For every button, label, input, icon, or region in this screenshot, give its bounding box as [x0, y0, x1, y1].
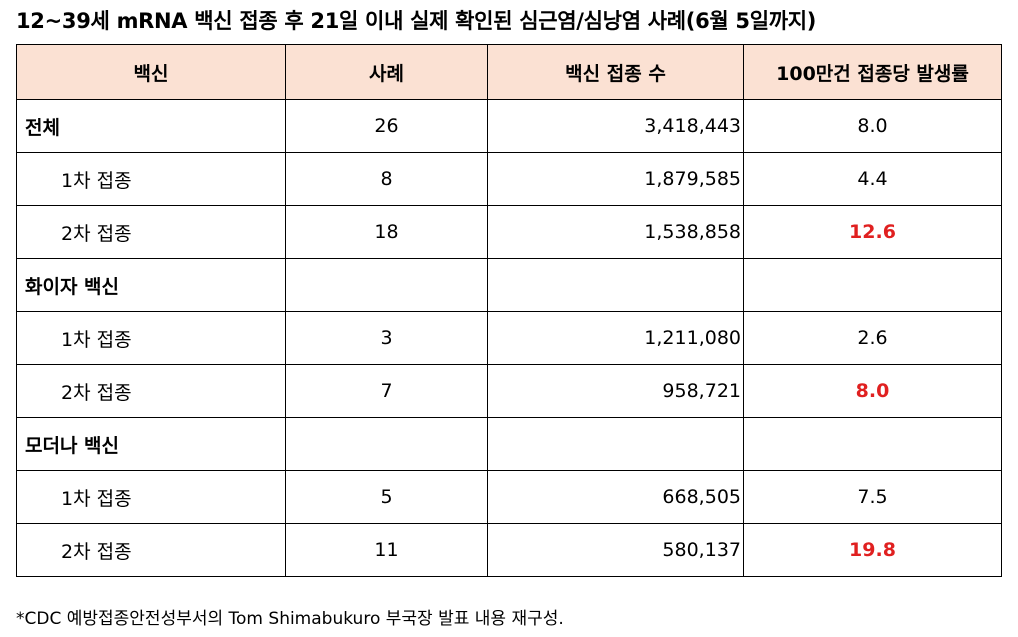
row-label: 전체 — [16, 99, 286, 153]
rate-cell-highlighted: 12.6 — [743, 205, 1002, 259]
cases-cell: 8 — [285, 152, 488, 206]
rate-cell — [743, 417, 1002, 471]
row-label: 2차 접종 — [16, 205, 286, 259]
doses-cell — [487, 258, 744, 312]
cases-cell: 18 — [285, 205, 488, 259]
page-title: 12~39세 mRNA 백신 접종 후 21일 이내 실제 확인된 심근염/심낭… — [16, 9, 817, 33]
cases-cell: 7 — [285, 364, 488, 418]
table-row: 2차 접종 18 1,538,858 12.6 — [16, 205, 1002, 259]
table-row: 화이자 백신 — [16, 258, 1002, 312]
rate-cell-highlighted: 8.0 — [743, 364, 1002, 418]
doses-cell: 668,505 — [487, 470, 744, 524]
row-label: 2차 접종 — [16, 364, 286, 418]
cases-cell: 11 — [285, 523, 488, 577]
table-row: 모더나 백신 — [16, 417, 1002, 471]
table-row: 2차 접종 11 580,137 19.8 — [16, 523, 1002, 577]
cases-cell: 5 — [285, 470, 488, 524]
header-doses: 백신 접종 수 — [487, 44, 744, 100]
row-label: 2차 접종 — [16, 523, 286, 577]
header-vaccine: 백신 — [16, 44, 286, 100]
row-label: 1차 접종 — [16, 470, 286, 524]
table-header-row: 백신 사례 백신 접종 수 100만건 접종당 발생률 — [16, 44, 1002, 100]
row-label: 1차 접종 — [16, 311, 286, 365]
doses-cell — [487, 417, 744, 471]
row-label: 화이자 백신 — [16, 258, 286, 312]
footnote: *CDC 예방접종안전성부서의 Tom Shimabukuro 부국장 발표 내… — [16, 609, 564, 629]
rate-cell — [743, 258, 1002, 312]
cases-cell: 3 — [285, 311, 488, 365]
cases-cell — [285, 258, 488, 312]
rate-cell: 2.6 — [743, 311, 1002, 365]
rate-cell: 8.0 — [743, 99, 1002, 153]
table-row: 전체 26 3,418,443 8.0 — [16, 99, 1002, 153]
myocarditis-table: 백신 사례 백신 접종 수 100만건 접종당 발생률 전체 26 3,418,… — [16, 44, 1002, 577]
row-label: 모더나 백신 — [16, 417, 286, 471]
doses-cell: 1,211,080 — [487, 311, 744, 365]
cases-cell — [285, 417, 488, 471]
doses-cell: 1,538,858 — [487, 205, 744, 259]
rate-cell: 7.5 — [743, 470, 1002, 524]
rate-cell: 4.4 — [743, 152, 1002, 206]
table-row: 1차 접종 8 1,879,585 4.4 — [16, 152, 1002, 206]
doses-cell: 580,137 — [487, 523, 744, 577]
doses-cell: 958,721 — [487, 364, 744, 418]
header-rate: 100만건 접종당 발생률 — [743, 44, 1002, 100]
table-row: 1차 접종 3 1,211,080 2.6 — [16, 311, 1002, 365]
cases-cell: 26 — [285, 99, 488, 153]
table-row: 1차 접종 5 668,505 7.5 — [16, 470, 1002, 524]
header-cases: 사례 — [285, 44, 488, 100]
row-label: 1차 접종 — [16, 152, 286, 206]
rate-cell-highlighted: 19.8 — [743, 523, 1002, 577]
table-row: 2차 접종 7 958,721 8.0 — [16, 364, 1002, 418]
doses-cell: 3,418,443 — [487, 99, 744, 153]
doses-cell: 1,879,585 — [487, 152, 744, 206]
